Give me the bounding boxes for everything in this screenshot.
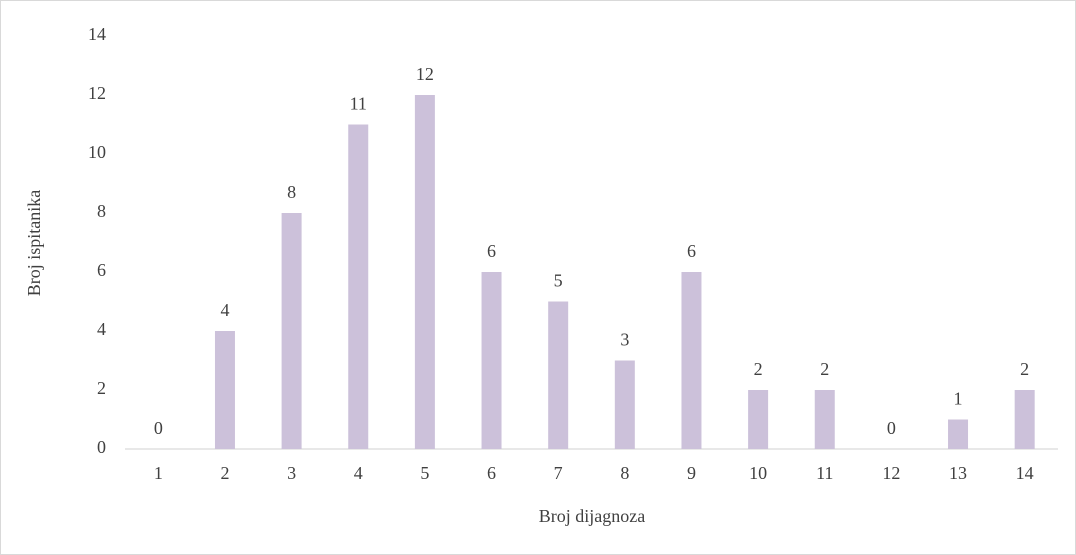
x-tick-label: 11 bbox=[816, 463, 833, 483]
x-tick-label: 3 bbox=[287, 463, 296, 483]
x-axis-label: Broj dijagnoza bbox=[539, 506, 645, 526]
data-label: 2 bbox=[1020, 359, 1029, 379]
bar bbox=[214, 331, 235, 449]
y-tick-label: 8 bbox=[97, 201, 106, 221]
data-label: 3 bbox=[620, 330, 629, 350]
bar bbox=[281, 213, 302, 449]
y-axis-label: Broj ispitanika bbox=[24, 190, 44, 297]
data-label: 2 bbox=[754, 359, 763, 379]
bar bbox=[948, 419, 969, 449]
x-tick-label: 9 bbox=[687, 463, 696, 483]
bar bbox=[814, 390, 835, 449]
bar bbox=[348, 124, 369, 449]
data-label: 5 bbox=[554, 271, 563, 291]
bar bbox=[614, 360, 635, 449]
x-tick-label: 10 bbox=[749, 463, 767, 483]
data-label: 0 bbox=[887, 418, 896, 438]
x-tick-label: 5 bbox=[420, 463, 429, 483]
x-tick-label: 7 bbox=[554, 463, 563, 483]
bar bbox=[481, 272, 502, 449]
data-label: 1 bbox=[954, 389, 963, 409]
y-tick-label: 6 bbox=[97, 260, 106, 280]
bar bbox=[414, 95, 435, 449]
bar bbox=[748, 390, 769, 449]
x-tick-label: 1 bbox=[154, 463, 163, 483]
y-tick-label: 4 bbox=[97, 319, 106, 339]
data-label: 11 bbox=[350, 94, 367, 114]
x-tick-label: 8 bbox=[620, 463, 629, 483]
x-tick-label: 4 bbox=[354, 463, 363, 483]
y-tick-label: 14 bbox=[88, 24, 106, 44]
x-tick-label: 2 bbox=[220, 463, 229, 483]
data-label: 6 bbox=[687, 241, 696, 261]
data-label: 8 bbox=[287, 182, 296, 202]
data-label: 6 bbox=[487, 241, 496, 261]
bar bbox=[681, 272, 702, 449]
bar bbox=[1014, 390, 1035, 449]
y-tick-label: 2 bbox=[97, 378, 106, 398]
y-tick-label: 0 bbox=[97, 437, 106, 457]
x-tick-label: 12 bbox=[882, 463, 900, 483]
data-label: 2 bbox=[820, 359, 829, 379]
x-tick-label: 6 bbox=[487, 463, 496, 483]
bar bbox=[548, 301, 569, 449]
y-tick-label: 12 bbox=[88, 83, 106, 103]
data-label: 4 bbox=[220, 300, 229, 320]
data-label: 0 bbox=[154, 418, 163, 438]
data-label: 12 bbox=[416, 64, 434, 84]
y-tick-label: 10 bbox=[88, 142, 106, 162]
x-tick-label: 14 bbox=[1016, 463, 1034, 483]
x-tick-label: 13 bbox=[949, 463, 967, 483]
